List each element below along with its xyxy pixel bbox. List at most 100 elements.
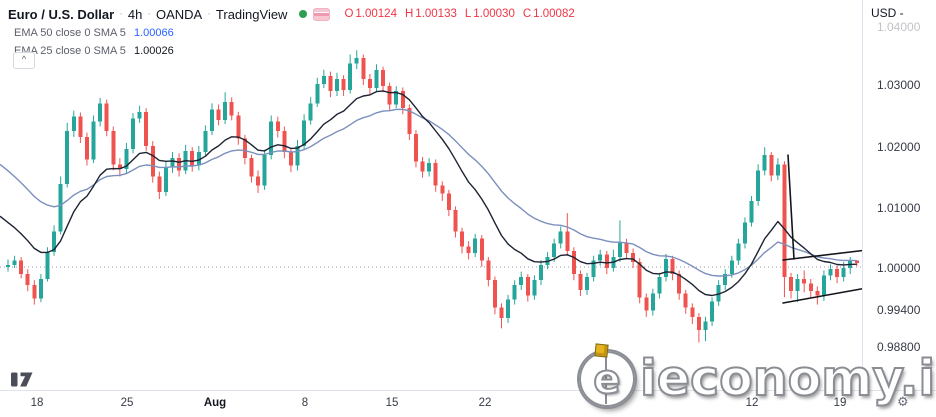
gear-icon[interactable]: ⚙ (897, 394, 909, 409)
candle-body (716, 285, 721, 302)
trendline[interactable] (782, 286, 873, 304)
candle-body (598, 254, 603, 261)
price-label: 1.03000 (877, 78, 921, 92)
candle-body (58, 183, 63, 232)
candle-body (98, 103, 103, 122)
candle-body (150, 146, 155, 177)
ma-line-ema-50[interactable] (0, 108, 857, 277)
candle-body (111, 130, 116, 165)
candle-body (492, 280, 497, 308)
candle-body (137, 111, 142, 119)
candle-body (841, 268, 846, 278)
high-value: 1.00133 (415, 8, 457, 20)
ma-line-ema-25[interactable] (0, 90, 857, 297)
candle-body (45, 252, 50, 279)
candle-body (749, 200, 754, 223)
candle-body (565, 231, 570, 251)
candle-body (703, 321, 708, 331)
axis-currency-label[interactable]: USD - (871, 6, 904, 20)
flag-icon[interactable] (313, 7, 331, 21)
indicator-label[interactable]: EMA 25 close 0 SMA 5 (14, 45, 126, 57)
legend-collapse-button[interactable]: ^ (13, 52, 35, 69)
separator: · (119, 8, 123, 20)
time-label: Aug (203, 397, 227, 409)
price-label: 0.98800 (877, 340, 921, 354)
candle-body (78, 116, 83, 137)
time-label: 19 (833, 397, 847, 409)
candle-body (71, 116, 76, 131)
indicator-label[interactable]: EMA 50 close 0 SMA 5 (14, 27, 126, 39)
candle-body (65, 130, 70, 184)
price-axis[interactable]: USD - 1.04000 1.03000 1.02000 1.01000 1.0000… (862, 0, 936, 390)
candle-body (677, 274, 682, 294)
candle-body (124, 149, 129, 170)
time-label: 18 (30, 397, 44, 409)
candle-body (631, 252, 636, 262)
candle-body (821, 275, 826, 296)
tradingview-logo[interactable] (10, 371, 36, 388)
candle-body (302, 120, 307, 146)
price-label: 1.02000 (877, 140, 921, 154)
candle-body (52, 231, 57, 253)
candle-body (190, 150, 195, 166)
candle-body (387, 86, 392, 105)
price-label: 1.01000 (877, 201, 921, 215)
candle-body (736, 243, 741, 261)
candle-body (538, 264, 543, 281)
candle-body (236, 115, 241, 139)
candle-body (354, 58, 359, 64)
interval-label[interactable]: 4h (127, 6, 143, 22)
candle-body (131, 118, 136, 150)
candle-body (525, 277, 530, 296)
low-label: L (464, 8, 472, 20)
symbol-title[interactable]: Euro / U.S. Dollar (8, 6, 115, 22)
candle-body (361, 58, 366, 79)
candle-body (275, 121, 280, 131)
platform-label: TradingView (215, 6, 288, 22)
candle-body (433, 163, 438, 186)
candle-body (374, 69, 379, 89)
candle-body (664, 258, 668, 278)
candle-body (394, 91, 399, 105)
candle-body (157, 176, 162, 192)
candle-body (828, 269, 833, 276)
candle-body (440, 185, 445, 194)
candle-body (321, 75, 326, 84)
chart-legend: Euro / U.S. Dollar · 4h · OANDA · Tradin… (8, 5, 583, 59)
candle-body (216, 109, 221, 120)
candle-body (815, 291, 820, 296)
candle-body (657, 277, 662, 294)
trendline[interactable] (782, 249, 868, 261)
time-label: 12 (745, 397, 759, 409)
time-axis[interactable]: 18 25 Aug 8 15 22 12 19 (0, 390, 936, 417)
low-value: 1.00030 (473, 8, 515, 20)
candle-body (282, 130, 287, 153)
candle-body (795, 278, 800, 292)
indicator-row-ema50[interactable]: EMA 50 close 0 SMA 5 1.00066 (14, 27, 583, 41)
candle-body (762, 155, 767, 171)
candle-body (203, 130, 208, 153)
separator: · (147, 8, 151, 20)
candle-body (591, 260, 596, 278)
candle-body (585, 277, 590, 290)
candle-body (413, 133, 418, 162)
candle-body (466, 246, 471, 253)
trendline[interactable] (787, 154, 795, 260)
candle-body (315, 83, 320, 104)
candle-body (723, 274, 728, 286)
candle-body (558, 231, 563, 244)
candle-body (710, 301, 715, 322)
candle-body (91, 121, 96, 160)
market-status-icon[interactable] (299, 10, 308, 18)
candle-body (802, 278, 807, 284)
indicator-row-ema25[interactable]: EMA 25 close 0 SMA 5 1.00026 (14, 45, 583, 59)
exchange-label: OANDA (156, 6, 203, 22)
candle-body (756, 170, 761, 201)
candle-body (479, 238, 484, 261)
time-label: 25 (120, 397, 134, 409)
candle-body (25, 274, 30, 286)
price-label: 0.99400 (877, 303, 921, 317)
candle-body (308, 103, 313, 121)
symbol-row[interactable]: Euro / U.S. Dollar · 4h · OANDA · Tradin… (8, 5, 583, 23)
